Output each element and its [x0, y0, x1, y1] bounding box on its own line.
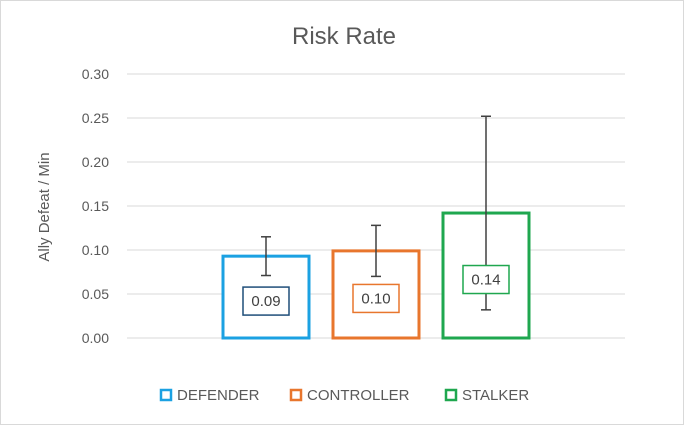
- error-bar-defender: [261, 236, 271, 277]
- y-tick-label: 0.15: [82, 198, 109, 214]
- legend-item-controller: CONTROLLER: [289, 387, 410, 404]
- bar-group-stalker: 0.14: [441, 115, 531, 340]
- data-label-stalker: 0.14: [471, 272, 500, 289]
- data-label-box: [462, 264, 510, 295]
- y-tick-label: 0.25: [82, 110, 109, 126]
- data-label-box: [352, 283, 400, 314]
- legend-label: DEFENDER: [177, 387, 260, 404]
- bars: 0.09 0.10 0.14: [221, 115, 531, 340]
- legend: DEFENDER CONTROLLER STALKER: [159, 387, 529, 404]
- legend-label: STALKER: [462, 387, 529, 404]
- bar-group-controller: 0.10: [331, 224, 421, 340]
- legend-swatch: [289, 388, 303, 402]
- data-label-defender: 0.09: [251, 293, 280, 310]
- legend-swatch: [444, 388, 458, 402]
- legend-item-stalker: STALKER: [444, 387, 529, 404]
- y-tick-label: 0.20: [82, 154, 109, 170]
- y-tick-label: 0.10: [82, 242, 109, 258]
- error-bar-controller: [371, 224, 381, 278]
- y-tick-label: 0.00: [82, 330, 109, 346]
- legend-item-defender: DEFENDER: [159, 387, 260, 404]
- chart-title: Risk Rate: [292, 23, 396, 50]
- legend-label: CONTROLLER: [307, 387, 410, 404]
- data-label-box: [242, 286, 290, 316]
- y-axis-label: Ally Defeat / Min: [36, 152, 53, 261]
- y-tick-label: 0.30: [82, 66, 109, 82]
- legend-swatch: [159, 388, 173, 402]
- y-tick-label: 0.05: [82, 286, 109, 302]
- bar-group-defender: 0.09: [221, 236, 311, 340]
- y-axis-ticks: 0.00 0.05 0.10 0.15 0.20 0.25 0.30: [82, 66, 109, 346]
- data-label-controller: 0.10: [361, 290, 390, 307]
